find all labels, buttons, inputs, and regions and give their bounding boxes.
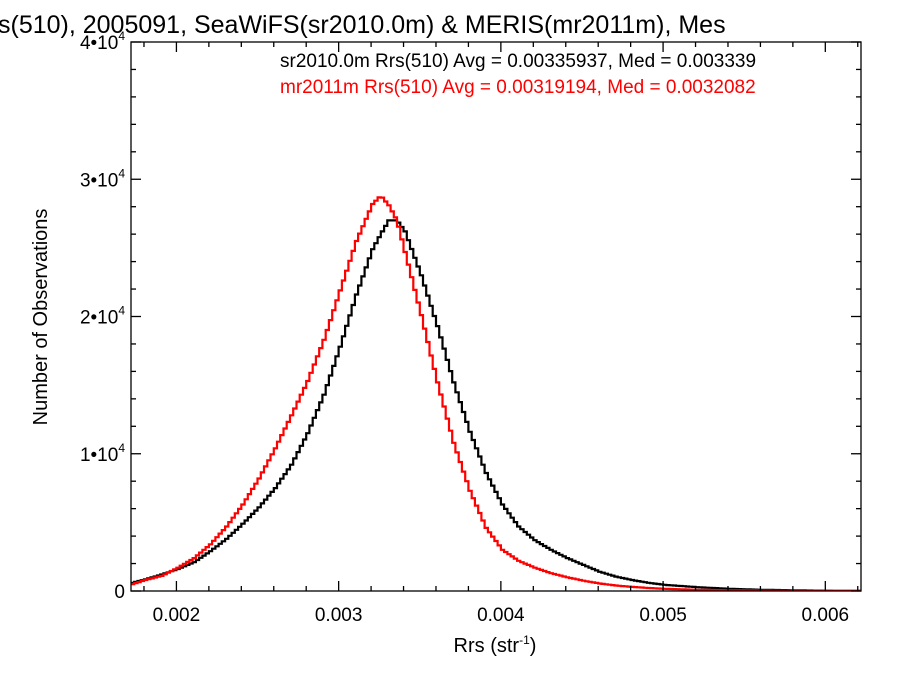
y-tick-label: 1•104 [80,441,125,466]
legend-entry-black: sr2010.0m Rrs(510) Avg = 0.00335937, Med… [280,51,756,72]
x-axis-label-main: Rrs (str [454,635,520,657]
x-tick-label: 0.004 [477,605,525,626]
x-tick-label: 0.002 [153,605,201,626]
y-tick-label: 3•104 [80,166,125,191]
x-tick-label: 0.006 [802,605,850,626]
legend: sr2010.0m Rrs(510) Avg = 0.00335937, Med… [280,51,756,98]
x-tick-label: 0.005 [639,605,687,626]
y-tick-label: 2•104 [80,304,125,329]
chart-title: s(510), 2005091, SeaWiFS(sr2010.0m) & ME… [0,11,726,39]
y-axis-label: Number of Observations [30,209,52,426]
series-group [131,196,861,591]
series-line-1 [131,196,861,591]
x-axis-label-exponent: -1 [519,633,530,647]
legend-entry-red: mr2011m Rrs(510) Avg = 0.00319194, Med =… [280,77,756,98]
x-axis-label-close: ) [530,635,537,657]
x-axis-label: Rrs (str-1) [454,633,537,657]
y-tick-label: 0 [114,582,125,603]
axis-ticks: 0.002 0.003 0.004 0.005 0.006 0 1•104 2•104 3•10… [80,29,861,626]
x-tick-label: 0.003 [315,605,363,626]
y-tick-label: 4•104 [80,29,125,54]
series-line-0 [131,219,861,591]
